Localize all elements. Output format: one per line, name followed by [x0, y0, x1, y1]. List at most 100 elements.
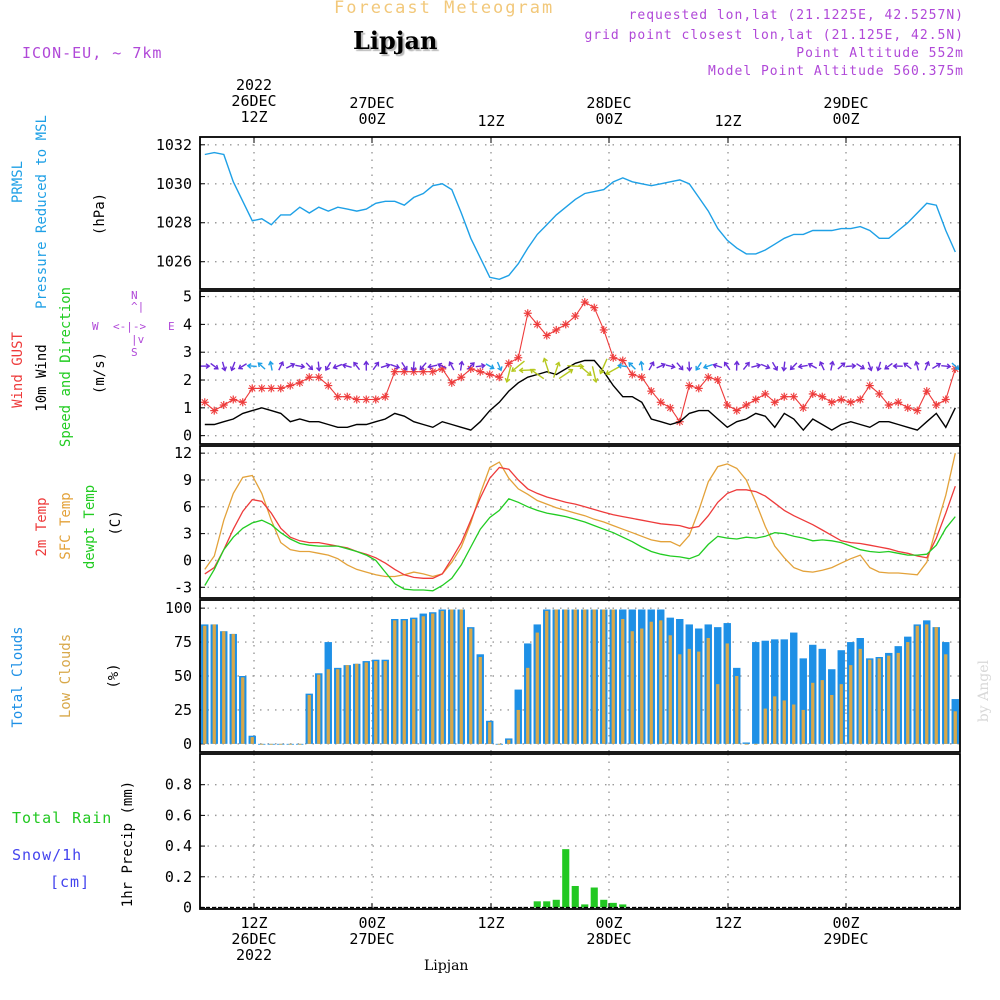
- wind-direction-arrow: [485, 363, 495, 370]
- wind-arrow-head: [308, 365, 314, 371]
- wind-direction-arrow: [781, 361, 787, 372]
- wind-arrow-head: [807, 362, 813, 368]
- wind-arrow-shaft: [285, 363, 295, 369]
- gust-marker: [818, 392, 827, 401]
- low-cloud-bar: [345, 665, 349, 744]
- low-cloud-bar: [573, 609, 577, 744]
- wind-arrow-head: [859, 364, 866, 370]
- gust-marker: [780, 392, 789, 401]
- gust-marker: [618, 356, 627, 365]
- gust-marker-d: [476, 368, 484, 376]
- wind-direction-arrow: [504, 366, 512, 384]
- wind-arrow-shaft: [449, 361, 455, 371]
- gust-marker-d: [448, 379, 456, 387]
- low-cloud-bar: [678, 654, 682, 744]
- wind-direction-arrow: [467, 362, 475, 370]
- gust-marker: [732, 406, 741, 415]
- wind-direction-arrow: [542, 357, 550, 374]
- gust-marker-d: [666, 404, 674, 412]
- wind-direction-arrow: [475, 363, 486, 369]
- wind-direction-arrow: [723, 361, 731, 371]
- gust-marker: [913, 406, 922, 415]
- wind-direction-arrow: [372, 361, 380, 371]
- wind-arrow-head: [448, 361, 454, 367]
- compass-n: N: [131, 289, 138, 302]
- temp2m-line: [204, 466, 956, 579]
- wind-direction-arrow: [341, 362, 352, 369]
- wind-arrow-shaft: [867, 361, 872, 371]
- gust-marker-d: [343, 393, 351, 401]
- wind-arrow-head: [733, 360, 740, 366]
- gust-marker-d: [818, 393, 826, 401]
- wind-arrow-head: [649, 361, 655, 367]
- wind-direction-arrow: [903, 362, 912, 370]
- gust-marker-d: [229, 396, 237, 403]
- wind-direction-arrow: [913, 360, 920, 371]
- wind-direction-arrow: [380, 362, 391, 369]
- wind-arrow-head: [341, 362, 347, 369]
- gust-marker: [941, 395, 950, 404]
- low-cloud-bar: [953, 711, 957, 744]
- gust-marker: [685, 381, 694, 390]
- wind-arrow-shaft: [238, 363, 247, 370]
- gust-marker: [381, 392, 390, 401]
- y-tick-label: 2: [183, 371, 192, 389]
- wind-direction-arrow: [221, 361, 228, 372]
- y-tick-label: 1032: [156, 136, 192, 154]
- gust-marker: [447, 378, 456, 387]
- gust-marker: [761, 389, 770, 398]
- low-cloud-bar: [868, 659, 872, 744]
- wind-direction-arrow: [268, 360, 274, 371]
- wind-direction-arrow: [867, 361, 874, 372]
- wind-arrow-shaft: [640, 361, 644, 371]
- gust-marker-d: [638, 373, 646, 381]
- y-tick-label: 9: [183, 471, 192, 489]
- gust-marker: [656, 398, 665, 407]
- rain-bar: [571, 885, 579, 908]
- rain-bar: [552, 899, 560, 908]
- gust-marker-d: [714, 376, 722, 384]
- wind-arrow-shaft: [856, 363, 865, 370]
- wind-arrow-shaft: [951, 362, 960, 370]
- gust-marker: [751, 395, 760, 404]
- wind-arrow-shaft: [924, 361, 930, 371]
- gust-marker-d: [771, 398, 779, 406]
- wind-arrow-head: [504, 377, 511, 384]
- gust-marker-d: [799, 404, 807, 412]
- gust-marker-d: [429, 368, 437, 376]
- gust-marker: [789, 392, 798, 401]
- gust-marker: [704, 373, 713, 382]
- panel-frame: [199, 136, 961, 290]
- wind-direction-arrow: [875, 361, 882, 372]
- wind-arrow-head: [542, 357, 548, 363]
- low-cloud-bar: [744, 743, 748, 745]
- gust-marker-d: [742, 401, 750, 409]
- gust-marker: [428, 367, 437, 376]
- top-axis-label: 12Z: [714, 112, 742, 130]
- wind-direction-arrow: [771, 361, 779, 372]
- footer-location: Lipjan: [424, 958, 469, 974]
- grid-point-coords: grid point closest lon,lat (21.125E, 42.…: [584, 28, 964, 43]
- wind-arrow-shaft: [305, 362, 313, 370]
- wind-arrow-shaft: [459, 361, 463, 371]
- y-tick-label: 1026: [156, 253, 192, 271]
- gust-marker-d: [505, 359, 513, 367]
- low-cloud-bar: [820, 680, 824, 744]
- wind-direction-arrow: [665, 363, 676, 370]
- low-cloud-bar: [412, 619, 416, 744]
- wind-arrow-shaft: [915, 361, 920, 371]
- wind-direction-arrow: [410, 361, 417, 372]
- wind-direction-arrow: [797, 363, 808, 370]
- wind-direction-arrow: [578, 364, 592, 377]
- gust-marker: [257, 384, 266, 393]
- wind-line: [204, 359, 956, 432]
- total-cloud-bar: [761, 640, 769, 744]
- gust-marker-d: [657, 398, 665, 406]
- compass-s: S: [131, 346, 138, 359]
- low-cloud-bar: [687, 648, 691, 744]
- low-cloud-bar: [279, 743, 283, 745]
- gust-marker-d: [571, 312, 579, 320]
- gust-marker-d: [258, 385, 266, 392]
- wind-direction-arrow: [305, 362, 314, 371]
- wind-arrow-head: [221, 366, 228, 372]
